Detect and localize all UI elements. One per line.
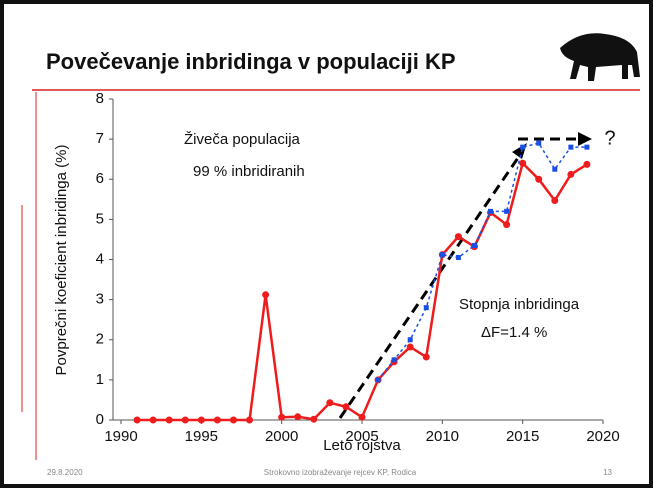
data-point xyxy=(551,197,558,204)
data-point xyxy=(230,417,237,424)
data-point xyxy=(423,354,430,361)
data-point xyxy=(342,403,349,410)
data-point xyxy=(359,414,366,421)
y-tick-label: 3 xyxy=(96,291,104,308)
data-point xyxy=(262,291,269,298)
data-point xyxy=(424,305,429,310)
data-point xyxy=(520,145,525,150)
data-point xyxy=(310,416,317,423)
x-tick-label: 2020 xyxy=(586,428,619,445)
annotation: ΔF=1.4 % xyxy=(481,324,547,341)
data-point xyxy=(535,176,542,183)
data-point xyxy=(294,413,301,420)
annotation: Živeča populacija xyxy=(184,131,301,148)
footer-text: Strokovno izobraževanje rejcev KP, Rodic… xyxy=(264,468,417,477)
data-point xyxy=(182,417,189,424)
y-tick-label: 0 xyxy=(96,411,104,428)
data-point xyxy=(246,417,253,424)
annotation: Stopnja inbridinga xyxy=(459,296,580,313)
data-point xyxy=(326,399,333,406)
data-point xyxy=(166,417,173,424)
y-tick-label: 1 xyxy=(96,371,104,388)
slide: Povečevanje inbridinga v populaciji KP 2… xyxy=(0,0,653,488)
slide-title: Povečevanje inbridinga v populaciji KP xyxy=(46,49,456,74)
page-number: 13 xyxy=(603,468,612,477)
data-point xyxy=(278,414,285,421)
data-point xyxy=(440,252,445,257)
data-point xyxy=(392,357,397,362)
y-tick-label: 5 xyxy=(96,210,104,227)
data-point xyxy=(214,417,221,424)
data-point xyxy=(536,141,541,146)
data-point xyxy=(584,145,589,150)
data-point xyxy=(472,243,477,248)
x-tick-label: 2000 xyxy=(265,428,298,445)
data-point xyxy=(407,343,414,350)
data-point xyxy=(376,377,381,382)
data-point xyxy=(488,209,493,214)
y-tick-label: 6 xyxy=(96,170,104,187)
data-point xyxy=(455,233,462,240)
data-point xyxy=(150,417,157,424)
y-tick-label: 7 xyxy=(96,130,104,147)
data-point xyxy=(198,417,205,424)
y-tick-label: 8 xyxy=(96,90,104,107)
data-point xyxy=(408,337,413,342)
data-point xyxy=(567,171,574,178)
annotation: 99 % inbridiranih xyxy=(193,163,305,180)
data-point xyxy=(552,167,557,172)
data-point xyxy=(503,221,510,228)
y-tick-label: 2 xyxy=(96,331,104,348)
annotation: ? xyxy=(604,127,615,149)
data-point xyxy=(504,209,509,214)
footer-date: 29.8.2020 xyxy=(47,468,83,477)
x-tick-label: 1995 xyxy=(185,428,218,445)
y-axis-label: Povprečni koeficient inbridinga (%) xyxy=(53,145,70,376)
y-tick-label: 4 xyxy=(96,250,104,267)
x-axis-label: Leto rojstva xyxy=(323,437,401,454)
x-tick-label: 2010 xyxy=(426,428,459,445)
data-point xyxy=(583,161,590,168)
data-point xyxy=(134,417,141,424)
data-point xyxy=(568,145,573,150)
x-tick-label: 2015 xyxy=(506,428,539,445)
x-tick-label: 1990 xyxy=(104,428,137,445)
data-point xyxy=(456,255,461,260)
data-point xyxy=(519,160,526,167)
